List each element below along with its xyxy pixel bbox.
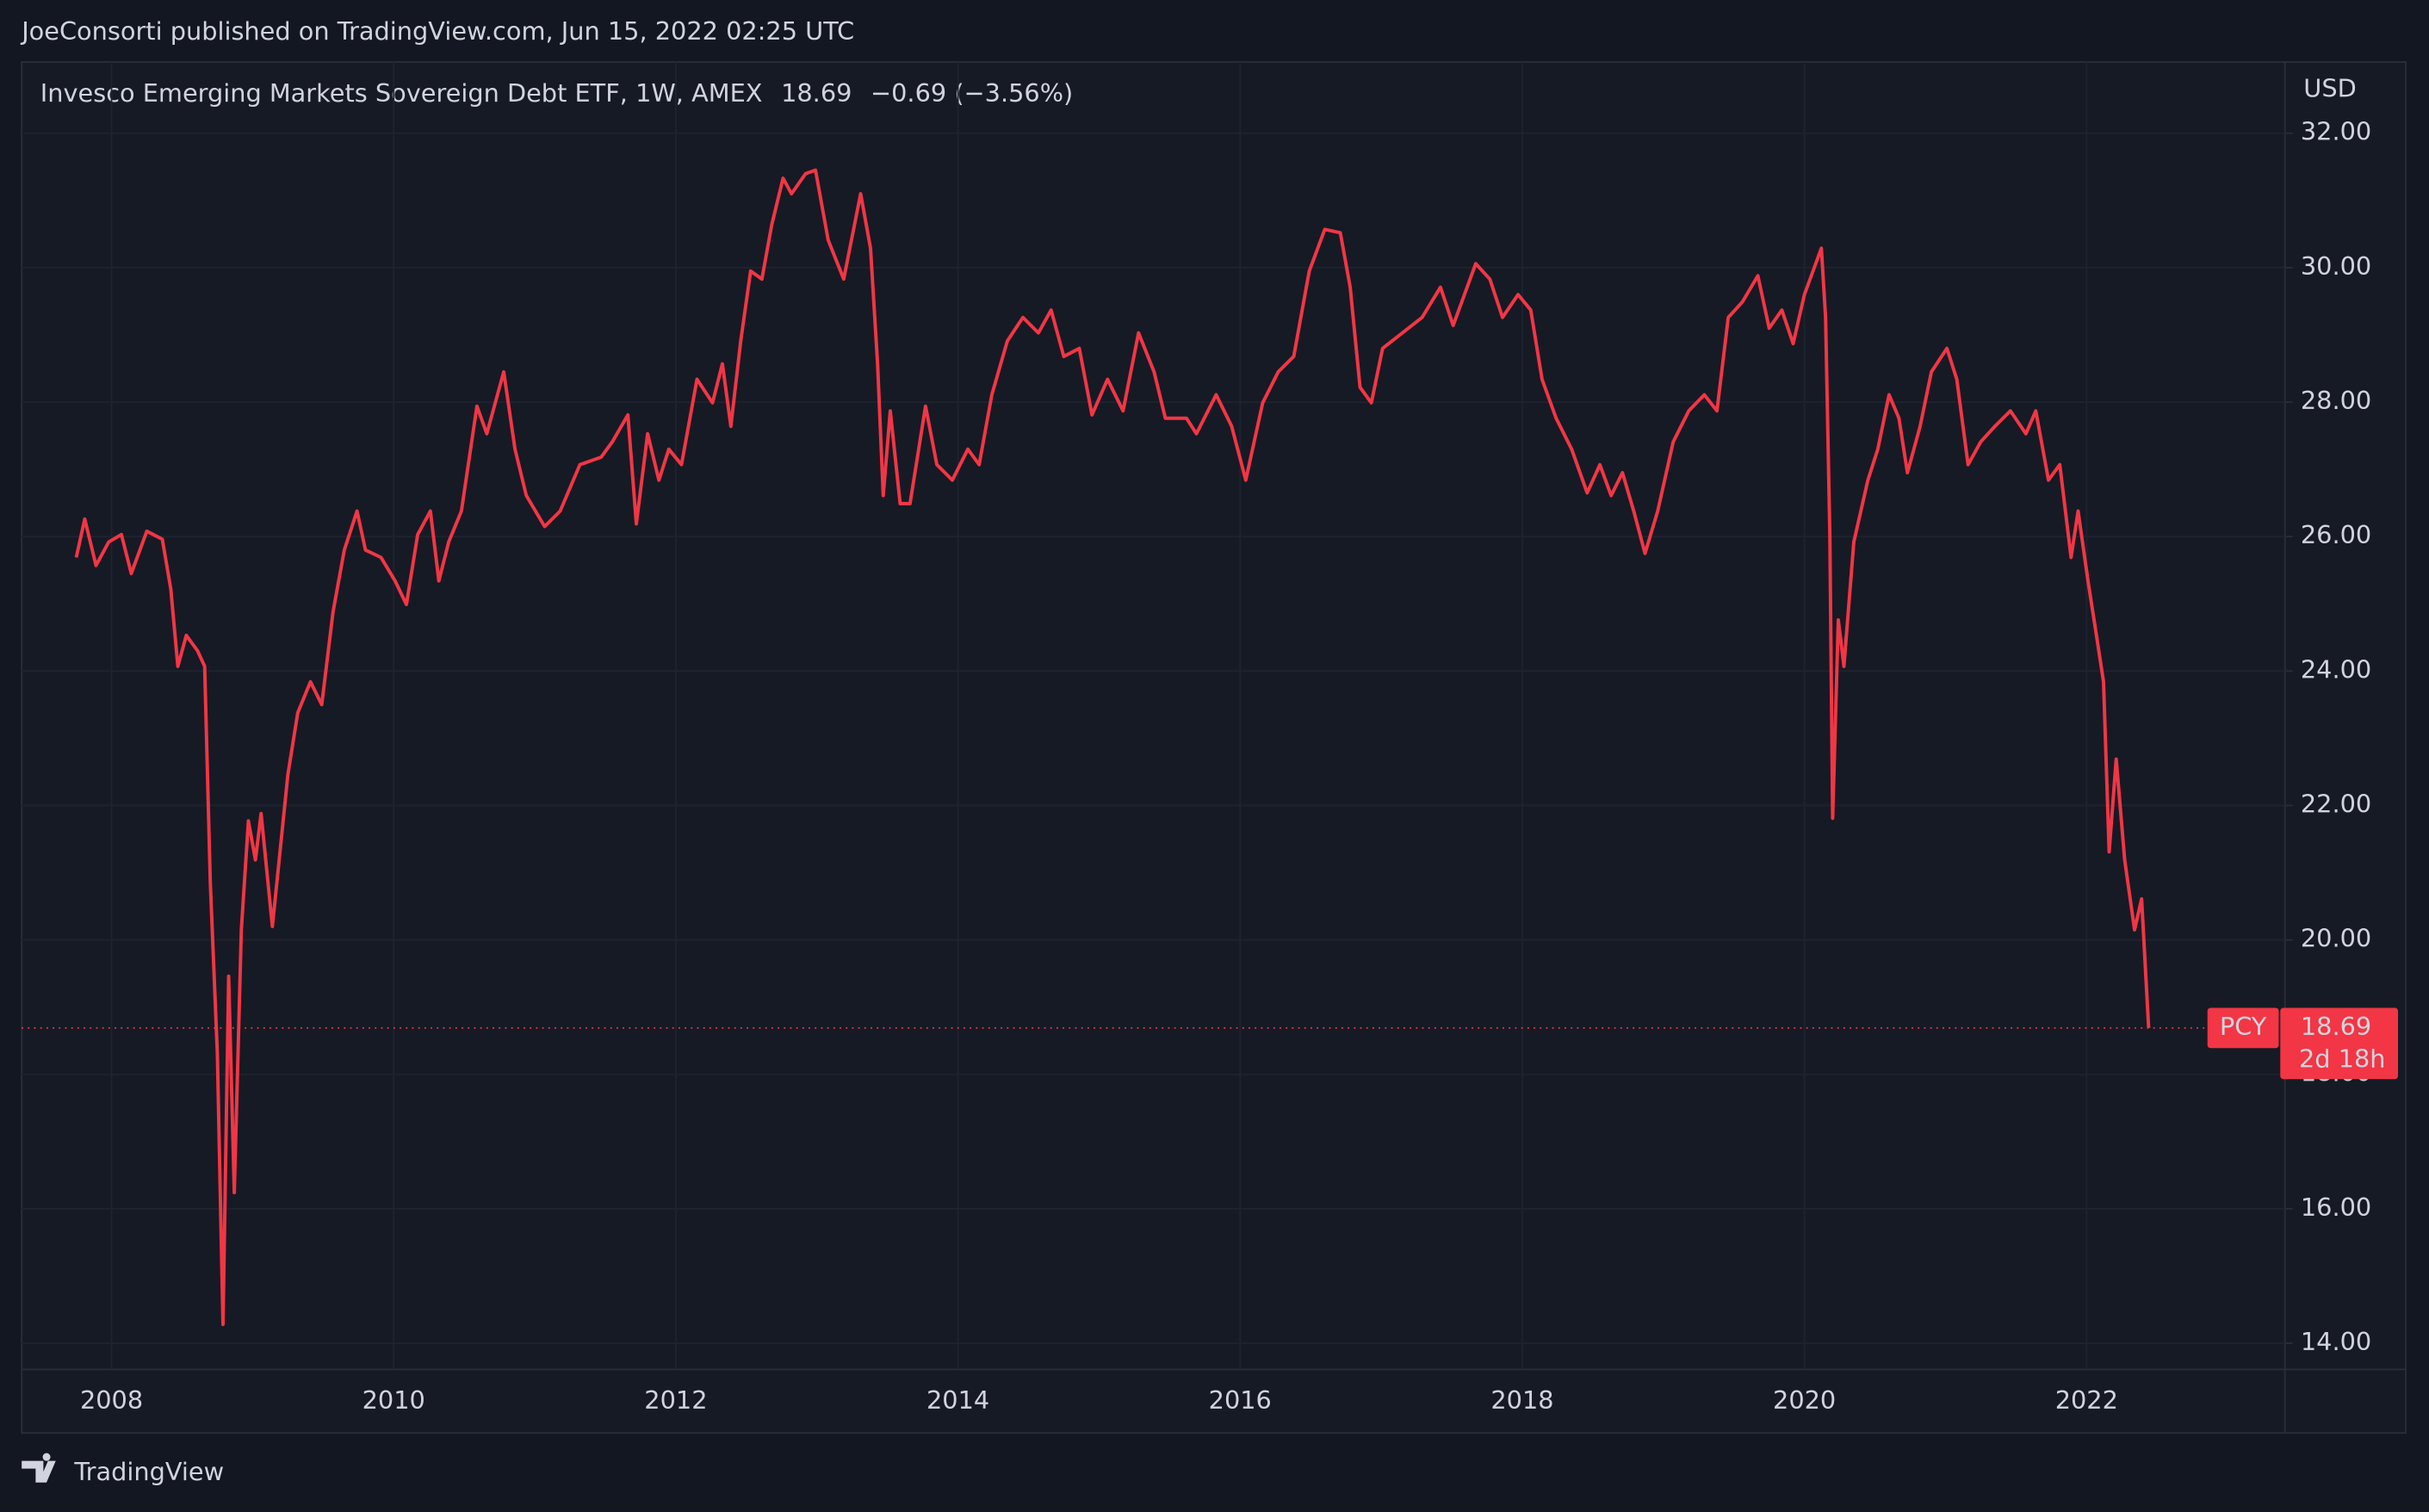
x-tick-label: 2012 — [644, 1385, 707, 1415]
logo-mark — [22, 1453, 56, 1483]
y-tick-label: 24.00 — [2301, 654, 2371, 684]
x-tick-label: 2014 — [926, 1385, 989, 1415]
y-tick-label: 22.00 — [2301, 789, 2371, 818]
price-tag: 18.69 — [2301, 1012, 2371, 1041]
y-tick-label: 20.00 — [2301, 924, 2371, 953]
x-tick-label: 2008 — [80, 1385, 143, 1415]
symbol-tag-bg — [2207, 1007, 2279, 1049]
y-tick-label: 16.00 — [2301, 1193, 2371, 1222]
footer-brand: TradingView — [73, 1457, 224, 1486]
x-tick-label: 2018 — [1490, 1385, 1553, 1415]
legend-change: −0.69 (−3.56%) — [871, 78, 1073, 108]
x-tick-label: 2020 — [1773, 1385, 1836, 1415]
x-tick-label: 2010 — [362, 1385, 425, 1415]
countdown-tag: 2d 18h — [2299, 1044, 2386, 1074]
y-tick-label: 26.00 — [2301, 520, 2371, 549]
currency-label: USD — [2303, 73, 2356, 102]
x-tick-label: 2022 — [2055, 1385, 2118, 1415]
logo: TradingView — [22, 1453, 224, 1486]
price-tag-bg — [2280, 1007, 2399, 1080]
y-tick-label: 32.00 — [2301, 117, 2371, 146]
symbol-tag: PCY — [2220, 1012, 2267, 1041]
legend-title: Invesco Emerging Markets Sovereign Debt … — [40, 78, 763, 108]
legend-price: 18.69 — [781, 78, 852, 108]
publish-header: JoeConsorti published on TradingView.com… — [20, 16, 854, 46]
x-tick-label: 2016 — [1209, 1385, 1272, 1415]
grid — [22, 62, 2285, 1370]
y-tick-label: 30.00 — [2301, 251, 2371, 281]
price-line — [74, 168, 2151, 1327]
chart-frame — [21, 61, 2407, 1435]
y-tick-label: 28.00 — [2301, 386, 2371, 415]
y-tick-label: 14.00 — [2301, 1327, 2371, 1356]
